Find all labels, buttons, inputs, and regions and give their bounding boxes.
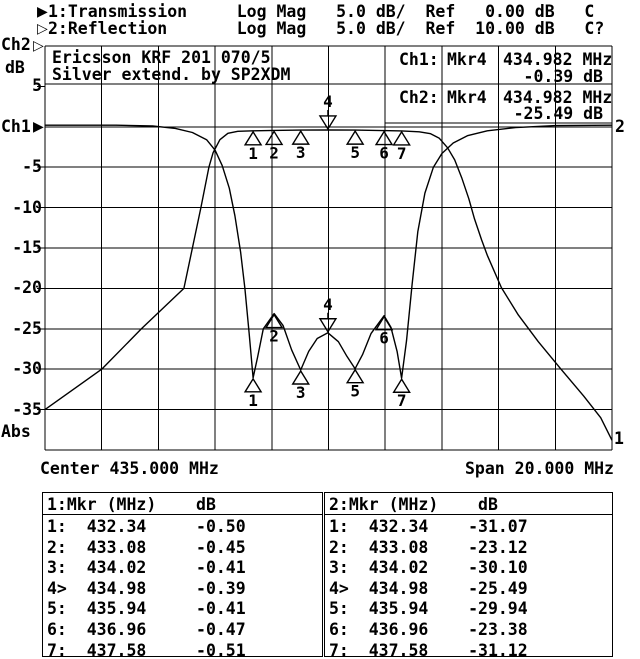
y-tick-label: -10 [12, 197, 42, 217]
marker-6-triangle-icon [374, 315, 394, 331]
trace2-inactive-icon: ▷ [37, 21, 48, 37]
marker-3-number: 3 [296, 143, 306, 162]
marker-5-number: 5 [350, 143, 360, 162]
marker-table-ch2-header: 2:Mkr (MHz) dB [329, 495, 498, 514]
marker-table-ch2-divider [325, 514, 612, 515]
ch2-readout-marker: Mkr4 [447, 88, 487, 107]
marker-7-triangle-icon [392, 377, 411, 393]
marker-4-number: 4 [323, 295, 333, 314]
ch2-readout-label: Ch2: [399, 88, 439, 107]
center-frequency-label: Center 435.000 MHz [40, 459, 219, 478]
marker-2-number: 2 [269, 327, 279, 346]
y-tick-label: 5 [32, 76, 42, 96]
marker-2-triangle-icon [264, 313, 284, 329]
marker-4-active-arrow-icon [318, 318, 338, 334]
marker-1-triangle-icon [243, 377, 263, 393]
marker-2-triangle-icon [264, 130, 284, 146]
marker-1-number: 1 [248, 391, 258, 410]
marker-7-number: 7 [397, 391, 407, 410]
marker-7-number: 7 [397, 144, 407, 163]
marker-5-triangle-icon [345, 129, 365, 145]
marker-table-ch1: 1:Mkr (MHz) dB 1: 432.34 -0.50 2: 433.08… [42, 492, 323, 659]
ch2-axis-label: Ch2 [1, 35, 31, 54]
marker-7-triangle-icon [392, 130, 411, 146]
status-line-trace2: 2:Reflection Log Mag 5.0 dB/ Ref 10.00 d… [48, 19, 605, 38]
y-tick-label: -30 [12, 359, 42, 379]
marker-3-triangle-icon [291, 129, 310, 145]
ch1-readout-marker: Mkr4 [447, 50, 487, 69]
y-tick-label: -25 [12, 318, 42, 338]
device-title-line2: Silver extend. by SP2XDM [52, 65, 291, 84]
marker-2-number: 2 [269, 143, 279, 162]
marker-5-number: 5 [350, 382, 360, 401]
marker-table-ch2-rows: 1: 432.34 -31.07 2: 433.08 -23.12 3: 434… [329, 517, 528, 659]
trace-reflection [45, 124, 613, 379]
ch1-readout-label: Ch1: [399, 50, 439, 69]
marker-table-ch1-header: 1:Mkr (MHz) dB [47, 495, 216, 514]
status-line-trace1: 1:Transmission Log Mag 5.0 dB/ Ref 0.00 … [48, 2, 595, 21]
marker-6-triangle-icon [374, 130, 394, 146]
marker-1-number: 1 [248, 144, 258, 163]
marker-table-ch2: 2:Mkr (MHz) dB 1: 432.34 -31.07 2: 433.0… [324, 492, 613, 659]
ch2-readout-freq: 434.982 MHz [503, 88, 613, 107]
marker-3-triangle-icon [291, 369, 310, 385]
db-unit-label: dB [5, 58, 25, 77]
marker-table-ch1-divider [43, 514, 322, 515]
trace1-active-icon: ▶ [37, 4, 48, 20]
ch1-readout-value: -0.39 dB [523, 67, 603, 86]
marker-6-number: 6 [379, 329, 389, 348]
ch1-ref-arrow-icon: ▶ [33, 119, 44, 135]
marker-1-triangle-icon [243, 130, 263, 146]
abs-label: Abs [1, 422, 31, 441]
device-title-line1: Ericsson KRF 201 070/5 [52, 48, 271, 67]
ch2-readout-value: -25.49 dB [513, 104, 603, 123]
span-label: Span 20.000 MHz [464, 459, 614, 478]
marker-6-number: 6 [379, 144, 389, 163]
y-tick-label: -5 [22, 157, 42, 177]
ch1-readout-freq: 434.982 MHz [503, 50, 613, 69]
ch1-axis-label: Ch1 [1, 117, 31, 136]
trace2-end-label: 2 [615, 117, 625, 136]
marker-4-number: 4 [323, 92, 333, 111]
y-tick-label: -15 [12, 238, 42, 257]
marker-table-ch1-rows: 1: 432.34 -0.50 2: 433.08 -0.45 3: 434.0… [47, 517, 246, 659]
ch2-ref-arrow-icon: ▷ [33, 38, 44, 54]
trace1-end-label: 1 [614, 429, 624, 448]
marker-5-triangle-icon [345, 368, 365, 384]
y-tick-label: -20 [12, 278, 42, 298]
y-tick-label: -35 [12, 399, 42, 419]
marker-3-number: 3 [296, 383, 306, 402]
